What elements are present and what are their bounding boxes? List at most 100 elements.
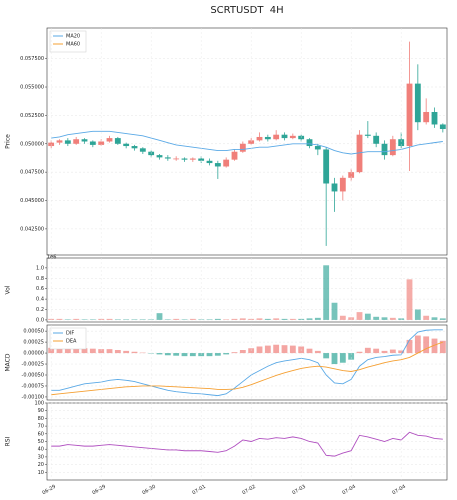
- macd-bar: [339, 353, 346, 363]
- candle-body: [89, 141, 96, 145]
- y-tick-label: -0.00025: [22, 362, 44, 368]
- y-tick-label: 40: [38, 447, 44, 453]
- y-axis-label: RSI: [5, 436, 12, 446]
- y-tick-label: -0.00075: [22, 383, 44, 389]
- volume-bar: [239, 318, 246, 320]
- candle-body: [164, 157, 171, 159]
- y-tick-label: 0.8: [36, 276, 44, 282]
- macd-bar: [389, 349, 396, 354]
- macd-bar: [289, 345, 296, 354]
- macd-bar: [64, 347, 71, 354]
- candle-body: [189, 158, 196, 160]
- legend-label: MA60: [66, 42, 80, 48]
- panel-frame: [46, 257, 448, 323]
- candle-body: [231, 151, 238, 160]
- candle-body: [73, 139, 80, 144]
- candle-body: [156, 155, 163, 158]
- y-tick-label: 80: [38, 416, 44, 422]
- macd-bar: [56, 347, 63, 354]
- candle-body: [64, 140, 71, 144]
- candle-body: [431, 111, 438, 125]
- y-tick-label: 0.2: [36, 307, 44, 313]
- candle-body: [123, 143, 130, 147]
- candle-body: [373, 135, 380, 144]
- candle-body: [398, 139, 405, 147]
- macd-bar: [439, 340, 446, 354]
- panel-frame: [46, 27, 448, 256]
- macd-bar: [406, 339, 413, 354]
- macd-bar: [423, 336, 430, 354]
- y-tick-label: 0.042500: [20, 226, 44, 232]
- volume-bar: [181, 319, 188, 320]
- y-tick-label: -0.00100: [22, 394, 44, 400]
- candle-body: [256, 136, 263, 141]
- candle-body: [248, 140, 255, 144]
- y-tick-label: 90: [38, 408, 44, 414]
- y-tick-label: 0.045000: [20, 198, 44, 204]
- macd-bar: [206, 353, 213, 357]
- volume-bar: [381, 317, 388, 320]
- candle-body: [139, 148, 146, 152]
- candle-body: [239, 143, 246, 152]
- legend-label: DIF: [66, 331, 74, 337]
- volume-bar: [423, 315, 430, 320]
- macd-bar: [264, 345, 271, 354]
- y-tick-label: -0.00050: [22, 373, 44, 379]
- candle-body: [356, 134, 363, 173]
- y-tick-label: 0.047500: [20, 170, 44, 176]
- macd-bar: [98, 349, 105, 354]
- y-axis-label: MACD: [5, 353, 12, 371]
- candle-body: [306, 139, 313, 147]
- candle-body: [264, 136, 271, 140]
- y-axis-label: Price: [5, 134, 12, 149]
- ma-line: [51, 130, 443, 155]
- volume-bar: [389, 317, 396, 320]
- macd-bar: [364, 347, 371, 354]
- candle-body: [381, 143, 388, 156]
- macd-bar: [231, 352, 238, 354]
- volume-bar: [156, 313, 163, 320]
- candle-body: [81, 139, 88, 142]
- candle-body: [414, 83, 421, 123]
- volume-bar: [281, 318, 288, 320]
- volume-bar: [164, 319, 171, 320]
- candle-body: [56, 140, 63, 143]
- macd-bar: [173, 353, 180, 356]
- macd-bar: [239, 350, 246, 354]
- chart-title: SCRTUSDT 4H: [210, 5, 283, 16]
- macd-bar: [331, 353, 338, 365]
- candle-body: [406, 83, 413, 147]
- volume-bar: [306, 318, 313, 320]
- macd-bar: [156, 353, 163, 355]
- volume-bar: [406, 279, 413, 320]
- volume-bar: [273, 318, 280, 320]
- candle-body: [364, 134, 371, 136]
- volume-bar: [214, 318, 221, 320]
- volume-bar: [231, 318, 238, 320]
- volume-bar: [323, 265, 330, 320]
- y-tick-label: 0.050000: [20, 141, 44, 147]
- macd-bar: [81, 348, 88, 354]
- macd-bar: [106, 349, 113, 354]
- volume-bar: [364, 313, 371, 320]
- y-tick-label: 0.00000: [23, 351, 44, 357]
- candle-body: [348, 172, 355, 178]
- macd-bar: [214, 353, 221, 356]
- y-tick-label: 70: [38, 424, 44, 430]
- y-tick-label: 0.00050: [23, 329, 44, 335]
- candle-body: [173, 158, 180, 160]
- macd-bar: [381, 350, 388, 354]
- macd-bar: [131, 351, 138, 354]
- candle-body: [114, 138, 121, 144]
- candle-body: [439, 124, 446, 130]
- volume-bar: [106, 318, 113, 320]
- candle-body: [273, 134, 280, 140]
- y-tick-label: 100: [34, 401, 44, 407]
- y-tick-label: 0.6: [36, 286, 44, 292]
- legend-label: DEA: [66, 339, 77, 345]
- volume-bar: [356, 312, 363, 320]
- volume-bar: [264, 318, 271, 320]
- candle-body: [214, 163, 221, 167]
- y-tick-label: 20: [38, 462, 44, 468]
- volume-bar: [89, 319, 96, 320]
